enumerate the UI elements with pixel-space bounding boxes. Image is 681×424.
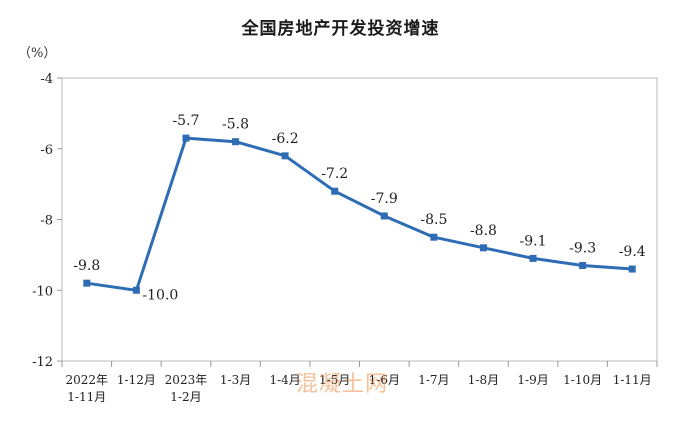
data-label: -7.9: [371, 191, 398, 207]
data-label: -5.7: [172, 113, 199, 129]
data-label: -9.1: [520, 233, 547, 249]
data-point: [529, 254, 537, 262]
y-tick-label: -10: [32, 284, 53, 299]
x-tick-label: 1-3月: [220, 373, 251, 387]
data-label: -6.2: [272, 131, 299, 147]
y-tick-label: -8: [40, 214, 53, 229]
x-tick-label: 1-8月: [468, 373, 499, 387]
data-point: [331, 187, 339, 195]
data-label: -9.8: [73, 258, 100, 274]
data-point: [479, 244, 487, 252]
chart-title: 全国房地产开发投资增速: [241, 19, 440, 39]
data-label: -9.3: [569, 240, 596, 256]
y-tick-label: -4: [40, 72, 53, 87]
data-label: -8.5: [420, 212, 447, 228]
x-tick-label: 2023年 1-2月: [165, 373, 208, 404]
data-label: -5.8: [222, 117, 249, 133]
data-point: [232, 138, 240, 146]
data-point: [281, 152, 289, 160]
y-tick-label: -12: [32, 355, 53, 370]
x-tick-label: 1-9月: [517, 373, 548, 387]
data-label: -9.4: [619, 244, 646, 260]
data-point: [132, 286, 140, 294]
data-point: [579, 261, 587, 269]
plot-frame: [61, 77, 658, 362]
x-tick-label: 1-6月: [369, 373, 400, 387]
x-tick-label: 1-5月: [319, 373, 350, 387]
data-point: [628, 265, 636, 273]
x-tick-label: 1-10月: [563, 373, 602, 387]
x-tick-label: 1-7月: [418, 373, 449, 387]
data-point: [430, 233, 438, 241]
data-point: [380, 212, 388, 220]
series-line: [85, 136, 634, 292]
data-point: [182, 134, 190, 142]
data-label: -8.8: [470, 223, 497, 239]
y-axis-unit-label: （%）: [18, 46, 57, 61]
y-tick-label: -6: [40, 143, 53, 158]
data-label: -7.2: [321, 166, 348, 182]
x-tick-label: 1-4月: [269, 373, 300, 387]
watermark: 混凝土网: [296, 372, 389, 397]
data-point: [83, 279, 91, 287]
x-tick-label: 1-11月: [613, 373, 652, 387]
data-label: -10.0: [142, 287, 178, 303]
x-tick-label: 1-12月: [117, 373, 156, 387]
x-tick-label: 2022年 1-11月: [66, 373, 109, 404]
